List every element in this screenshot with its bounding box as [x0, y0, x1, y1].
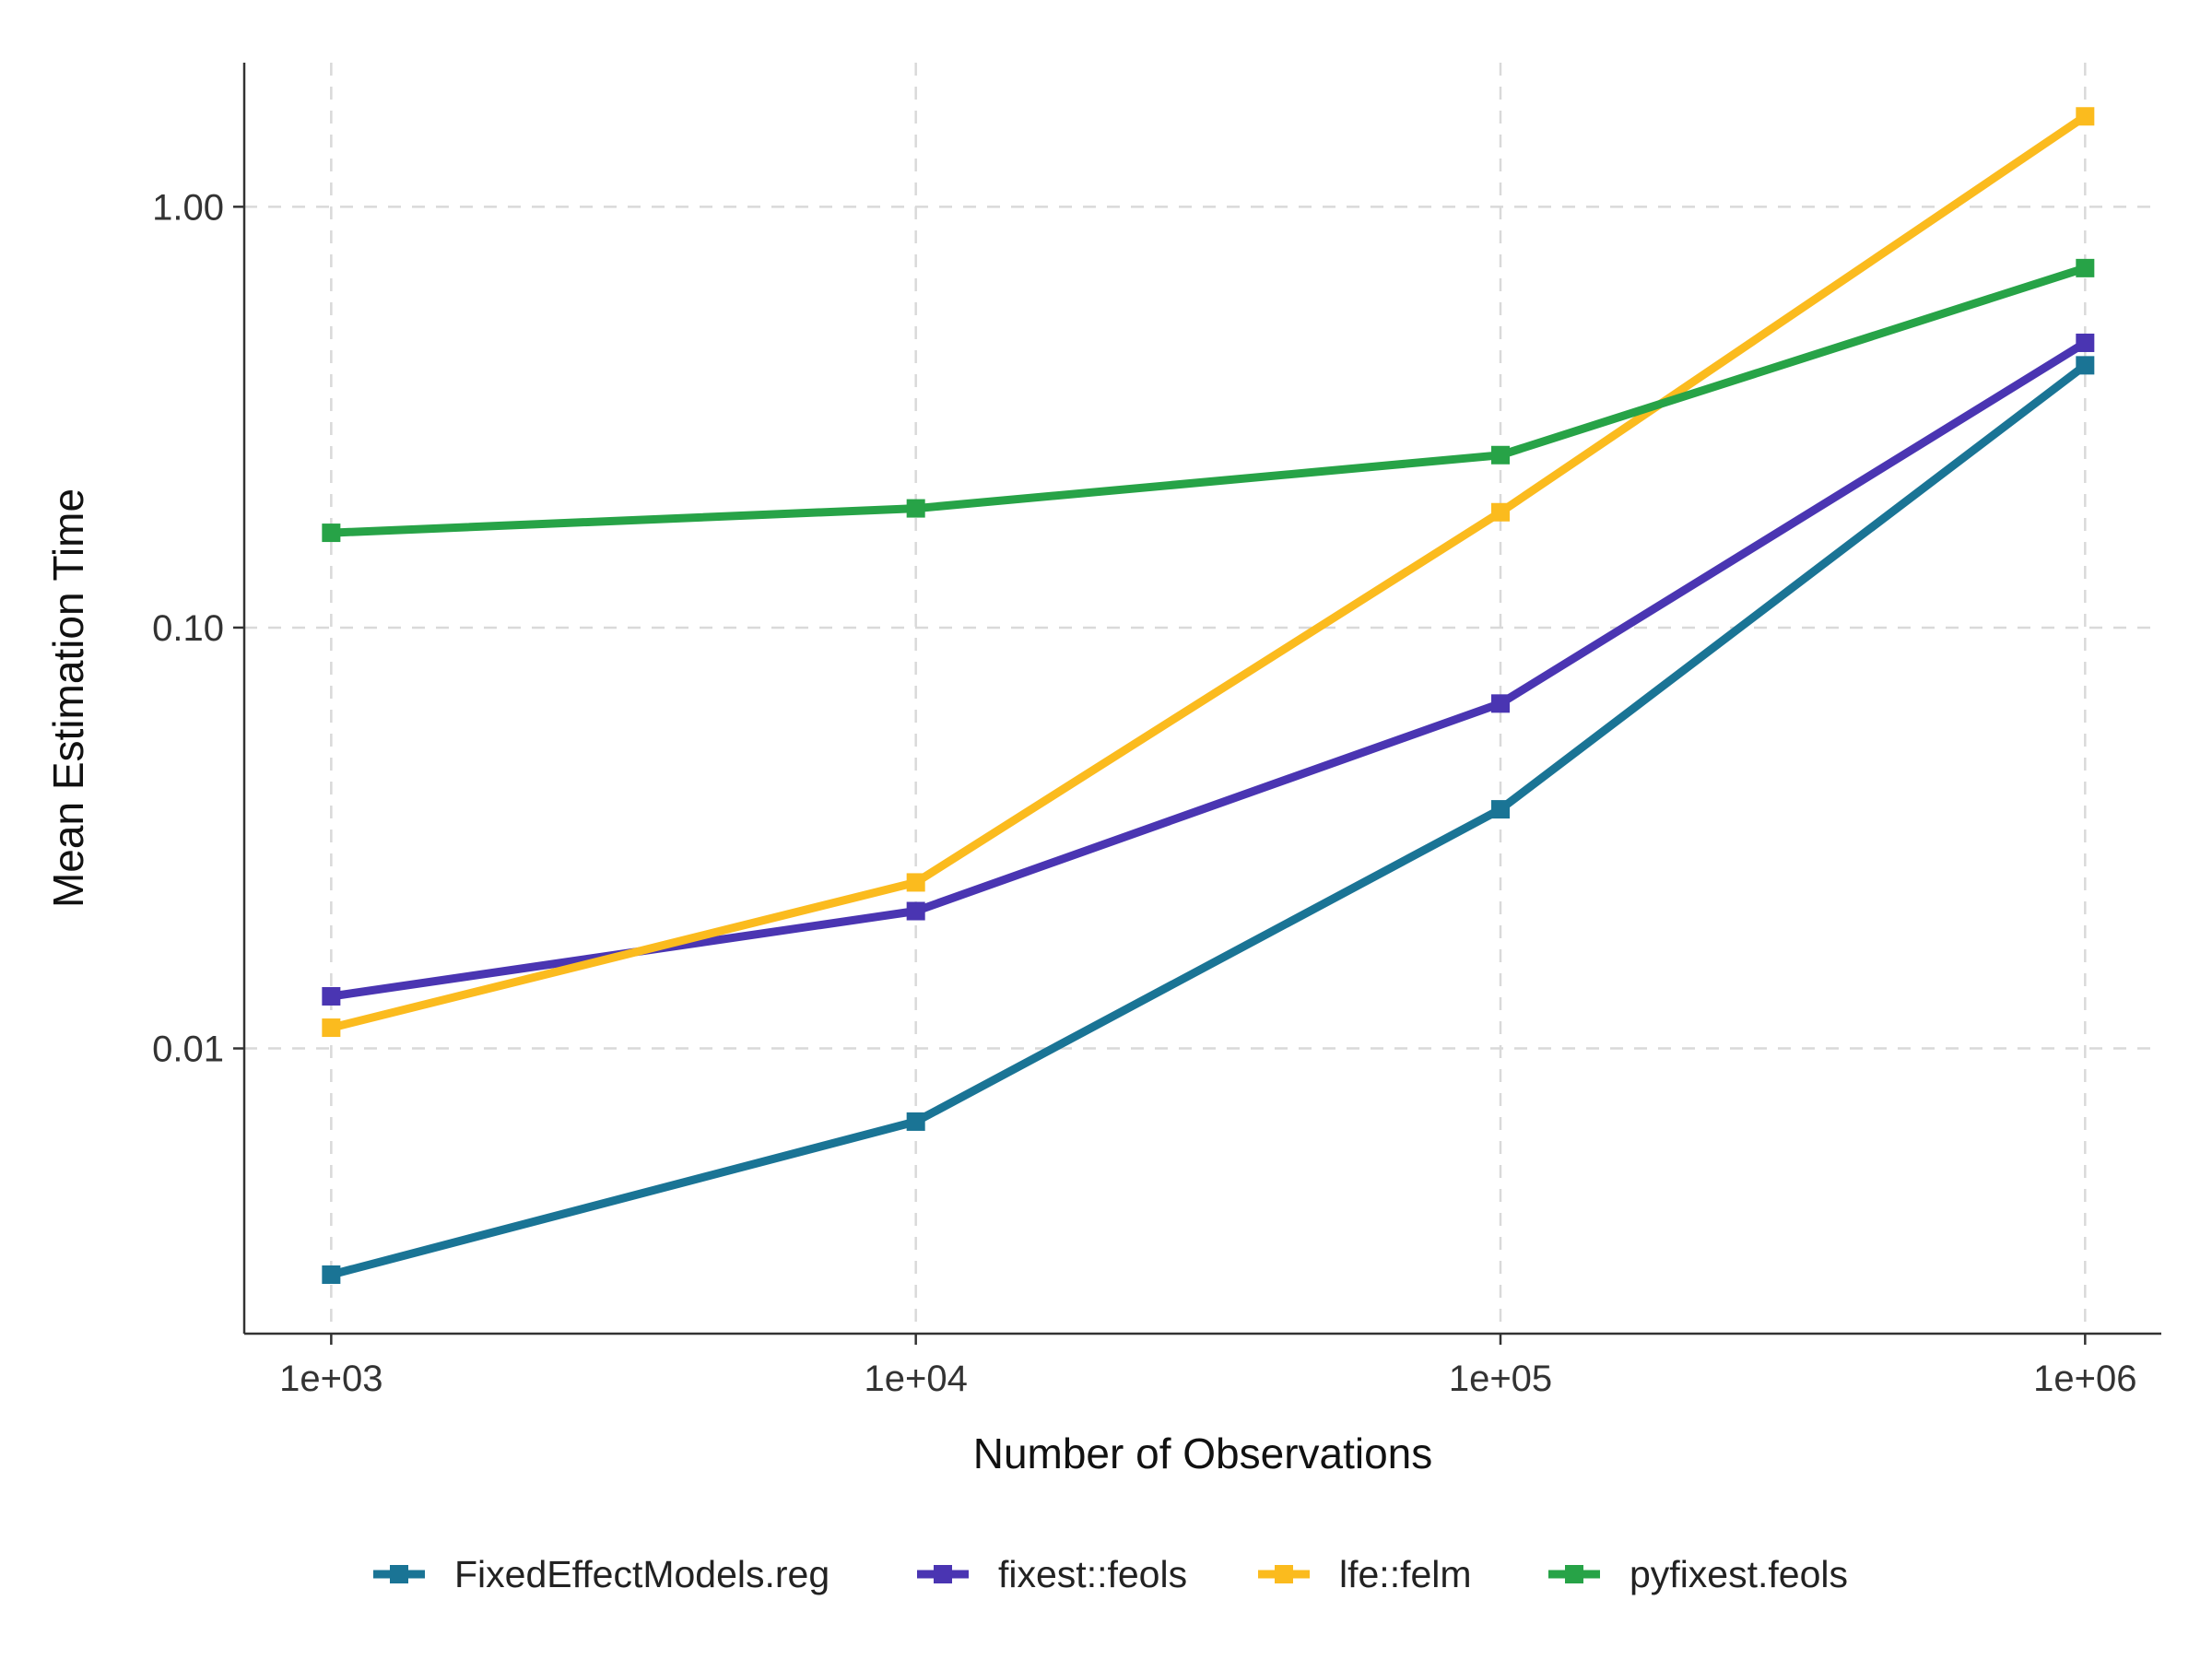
series-line [326, 338, 2089, 1001]
legend-swatch-marker [390, 1565, 408, 1583]
data-point [1491, 694, 1511, 713]
data-point [1491, 445, 1511, 465]
legend-item: pyfixest.feols [1548, 1553, 1848, 1595]
legend-item: FixedEffectModels.reg [373, 1553, 830, 1595]
data-point [2076, 258, 2095, 277]
legend-swatch-marker [1565, 1565, 1583, 1583]
legend-label: FixedEffectModels.reg [454, 1553, 830, 1595]
legend-label: lfe::felm [1339, 1553, 1472, 1595]
data-point [322, 524, 341, 543]
data-point [1491, 800, 1511, 819]
y-tick-label: 0.01 [152, 1030, 224, 1070]
y-tick-label: 0.10 [152, 608, 224, 649]
series-line [326, 360, 2089, 1279]
series-line [326, 264, 2089, 537]
data-point [906, 901, 925, 921]
data-point [322, 1018, 341, 1038]
data-point [322, 1265, 341, 1284]
x-tick-label: 1e+04 [865, 1359, 968, 1399]
data-point [906, 873, 925, 892]
data-point [2076, 333, 2095, 352]
legend-item: lfe::felm [1258, 1553, 1472, 1595]
x-axis-title: Number of Observations [973, 1430, 1433, 1477]
series-layer [322, 107, 2095, 1284]
legend-swatch-marker [1275, 1565, 1293, 1583]
legend-item: fixest::feols [917, 1553, 1187, 1595]
legend: FixedEffectModels.reg fixest::feols lfe::f… [373, 1553, 1848, 1595]
data-point [2076, 107, 2095, 126]
series-line [326, 112, 2089, 1032]
x-tick-label: 1e+03 [279, 1359, 382, 1399]
data-point [906, 499, 925, 518]
legend-label: pyfixest.feols [1630, 1553, 1848, 1595]
tick-labels: 1e+03 1e+04 1e+05 1e+06 0.01 0.10 1.00 [152, 187, 2136, 1399]
legend-label: fixest::feols [998, 1553, 1187, 1595]
data-point [2076, 356, 2095, 375]
y-tick-label: 1.00 [152, 187, 224, 228]
legend-swatch-marker [934, 1565, 952, 1583]
data-point [1491, 502, 1511, 522]
x-tick-label: 1e+06 [2033, 1359, 2136, 1399]
axes [233, 63, 2161, 1345]
y-axis-title: Mean Estimation Time [44, 488, 92, 908]
data-point [906, 1112, 925, 1131]
data-point [322, 986, 341, 1006]
x-tick-label: 1e+05 [1449, 1359, 1552, 1399]
